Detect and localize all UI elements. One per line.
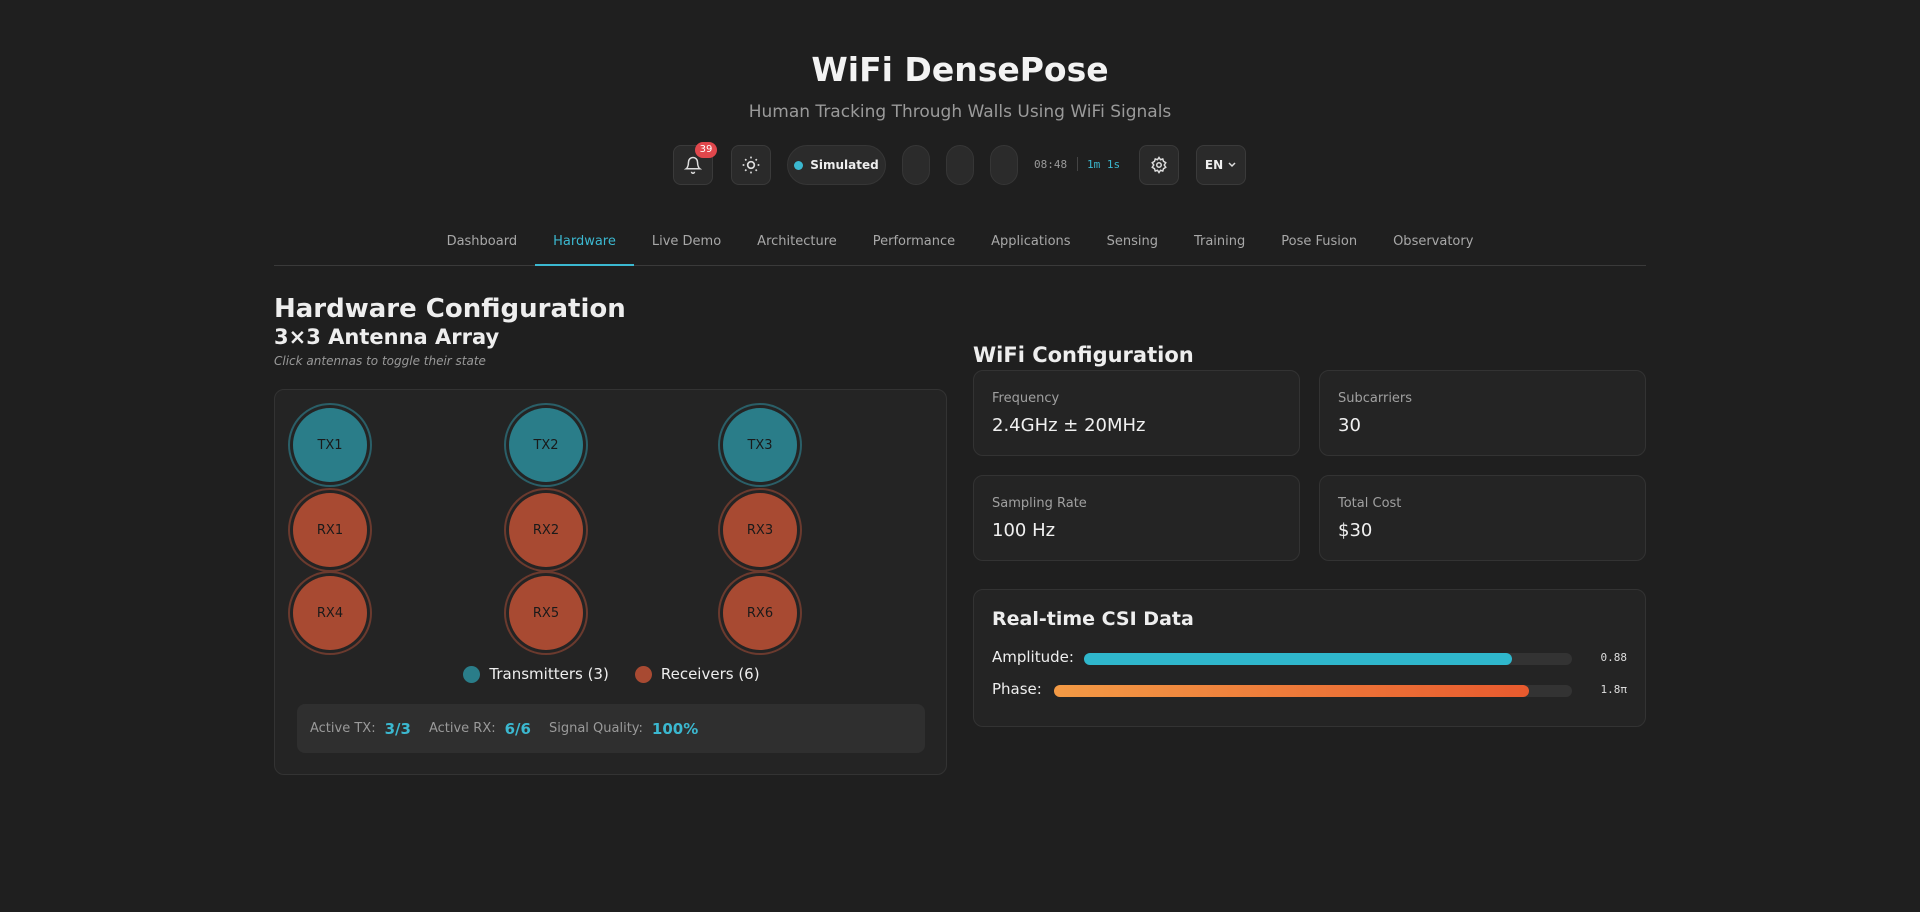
stat-label: Active TX:	[310, 721, 376, 736]
nav-item[interactable]: Hardware	[535, 222, 634, 266]
csi-panel: Real-time CSI Data Amplitude: 0.88 Phase: 1…	[973, 589, 1646, 727]
metric-label: Amplitude:	[992, 648, 1074, 666]
stat-value: 100%	[651, 719, 699, 738]
stat: Active TX: 3/3	[310, 720, 411, 738]
stats-bar: Active TX: 3/3 Active RX: 6/6 Signal Quality…	[297, 704, 925, 753]
metric-bar	[1054, 685, 1529, 697]
nav-item[interactable]: Dashboard	[446, 234, 518, 249]
notification-badge: 39	[695, 142, 717, 158]
legend-swatch	[634, 665, 652, 683]
nav-item[interactable]: Pose Fusion	[1281, 234, 1358, 249]
metric-value: 0.88	[1600, 651, 1628, 664]
card-label: Total Cost	[1338, 496, 1402, 511]
app-subtitle: Human Tracking Through Walls Using WiFi …	[748, 102, 1172, 122]
language: EN	[1204, 158, 1224, 172]
divider	[1077, 157, 1078, 171]
config-card: Frequency 2.4GHz ± 20MHz	[973, 370, 1300, 456]
metric-value: 1.8π	[1600, 683, 1628, 696]
wifi-title: WiFi Configuration	[973, 343, 1194, 367]
nav-item[interactable]: Architecture	[757, 234, 837, 249]
csi-title: Real-time CSI Data	[992, 608, 1194, 630]
metric-track	[1084, 653, 1572, 665]
nav-item[interactable]: Applications	[991, 234, 1071, 249]
theme-button[interactable]	[731, 145, 771, 185]
status-text: Simulated	[810, 158, 879, 172]
status-pill[interactable]: Simulated	[787, 145, 886, 185]
antenna-panel: TX1 TX2 TX3 RX1 RX2 RX3 RX4 RX5 RX6 Transmitters…	[274, 389, 947, 775]
card-value: 2.4GHz ± 20MHz	[992, 415, 1146, 436]
config-card: Subcarriers 30	[1319, 370, 1646, 456]
legend-item: Receivers (6)	[634, 665, 760, 683]
metric-label: Phase:	[992, 680, 1042, 698]
stat-value: 3/3	[384, 719, 411, 738]
card-value: 30	[1338, 415, 1361, 436]
settings-button[interactable]	[1139, 145, 1179, 185]
stat-label: Signal Quality:	[548, 721, 643, 736]
stat-label: Active RX:	[428, 721, 496, 736]
nav-item[interactable]: Performance	[872, 234, 956, 249]
language-button[interactable]: EN	[1196, 145, 1246, 185]
card-value: $30	[1338, 520, 1373, 541]
nav-item[interactable]: Observatory	[1393, 234, 1474, 249]
card-label: Subcarriers	[1338, 391, 1413, 406]
legend-swatch	[463, 665, 481, 683]
app-title: WiFi DensePose	[811, 50, 1109, 89]
nav-bar: Dashboard Hardware Live Demo Architecture Pe…	[274, 222, 1646, 266]
antenna-rx[interactable]: RX3	[723, 493, 797, 567]
legend-label: Transmitters (3)	[489, 665, 609, 683]
antenna-rx[interactable]: RX1	[293, 493, 367, 567]
antenna-rx[interactable]: RX5	[509, 576, 583, 650]
stat: Active RX: 6/6	[429, 720, 531, 738]
legend: Transmitters (3) Receivers (6)	[275, 665, 948, 683]
status-dot	[794, 160, 804, 170]
stat-value: 6/6	[504, 719, 531, 738]
antenna-tx[interactable]: TX3	[723, 408, 797, 482]
placeholder-pill	[902, 145, 930, 185]
antenna-tx[interactable]: TX1	[293, 408, 367, 482]
stat: Signal Quality: 100%	[549, 720, 698, 738]
antenna-tx[interactable]: TX2	[509, 408, 583, 482]
nav-item[interactable]: Sensing	[1106, 234, 1158, 249]
card-value: 100 Hz	[992, 520, 1056, 541]
hint: Click antennas to toggle their state	[274, 354, 486, 368]
config-card: Sampling Rate 100 Hz	[973, 475, 1300, 561]
placeholder-pill	[990, 145, 1018, 185]
section-title: Hardware Configuration	[274, 294, 626, 324]
metric-track	[1054, 685, 1572, 697]
placeholder-pill	[946, 145, 974, 185]
card-label: Frequency	[992, 391, 1060, 406]
nav-item[interactable]: Live Demo	[651, 234, 722, 249]
card-label: Sampling Rate	[992, 496, 1087, 511]
metric-bar	[1084, 653, 1512, 665]
uptime: 1m 1s	[1087, 158, 1121, 171]
config-card: Total Cost $30	[1319, 475, 1646, 561]
array-title: 3×3 Antenna Array	[274, 325, 500, 349]
legend-item: Transmitters (3)	[463, 665, 609, 683]
antenna-rx[interactable]: RX4	[293, 576, 367, 650]
clock: 08:48	[1034, 158, 1068, 171]
nav-item[interactable]: Training	[1193, 234, 1246, 249]
legend-label: Receivers (6)	[660, 665, 760, 683]
antenna-rx[interactable]: RX6	[723, 576, 797, 650]
antenna-rx[interactable]: RX2	[509, 493, 583, 567]
